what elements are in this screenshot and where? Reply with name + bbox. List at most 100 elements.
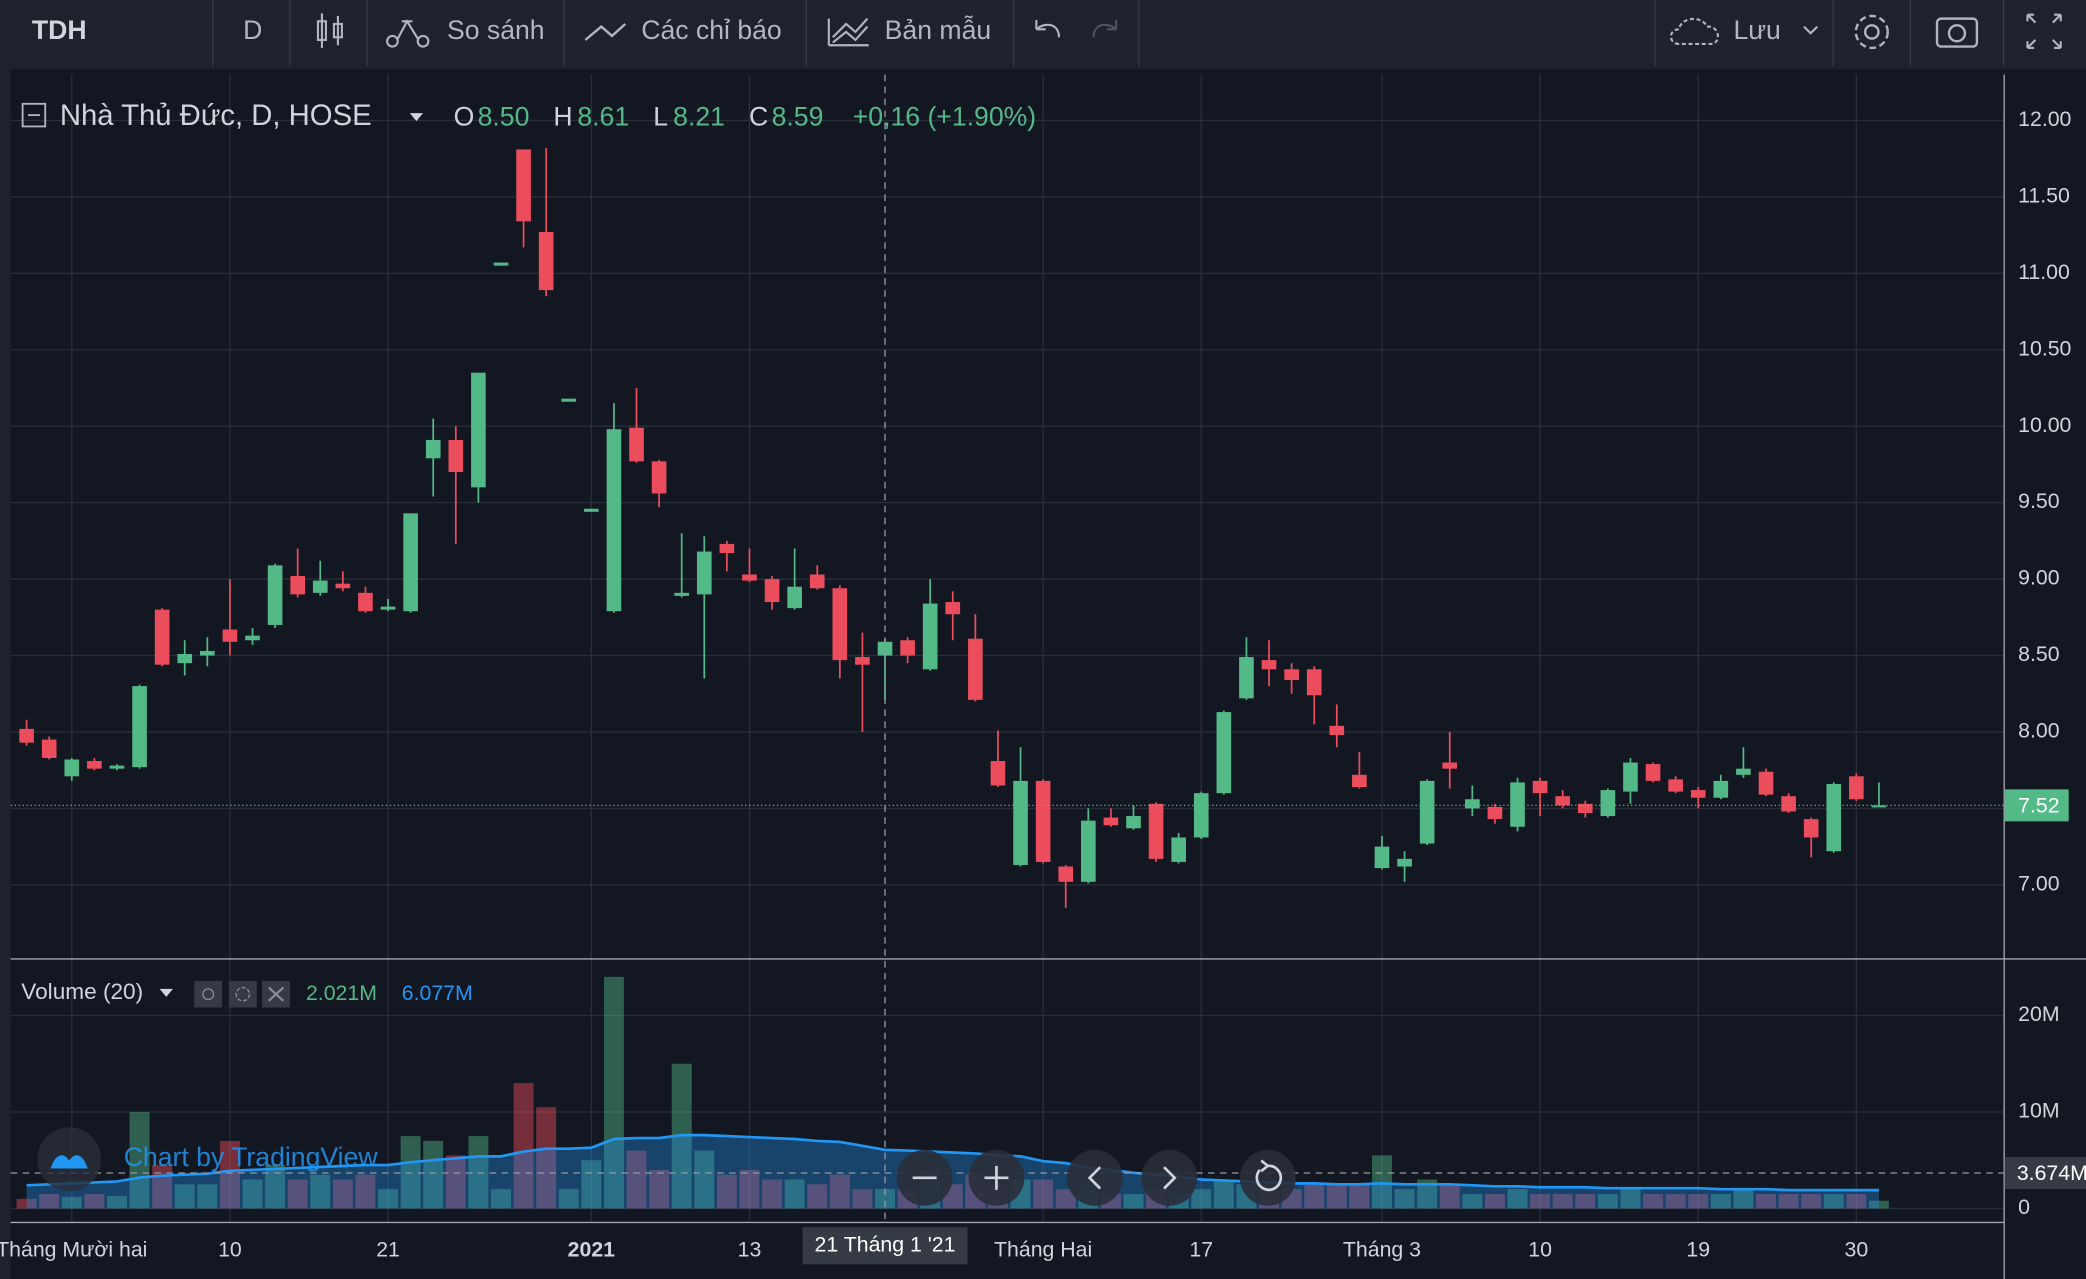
left-glyph bbox=[1087, 1166, 1102, 1190]
templates-button[interactable]: Bản mẫu bbox=[885, 15, 991, 45]
volume-bar bbox=[39, 1193, 60, 1209]
volume-bar bbox=[84, 1193, 105, 1209]
y-tick-label: 8.50 bbox=[2018, 642, 2059, 666]
volume-bar bbox=[1213, 1179, 1234, 1209]
watermark-text[interactable]: Chart by TradingView bbox=[124, 1142, 379, 1172]
indicator-icon[interactable] bbox=[584, 23, 627, 41]
ohlc-legend: O 8.50 H 8.61 L 8.21 C 8.59 +0,16 (+1.90… bbox=[454, 101, 1037, 131]
candle-body bbox=[132, 686, 147, 768]
candle-body bbox=[290, 576, 305, 595]
scroll-left[interactable] bbox=[1066, 1149, 1123, 1206]
volume-bar bbox=[1620, 1189, 1641, 1209]
volume-bar bbox=[1326, 1184, 1347, 1209]
volume-title[interactable]: Volume (20) bbox=[21, 979, 143, 1004]
volume-bar bbox=[1304, 1184, 1325, 1209]
crosshair-y-label: 3.674M bbox=[2017, 1161, 2086, 1185]
volume-actions bbox=[194, 980, 291, 1008]
volume-bar bbox=[1733, 1189, 1754, 1209]
volume-bar bbox=[106, 1195, 127, 1209]
candle-body bbox=[1871, 805, 1887, 808]
candle-body bbox=[764, 579, 780, 603]
gear-glyph bbox=[235, 986, 251, 1002]
hide-button[interactable] bbox=[194, 980, 223, 1008]
y-tick-label: 10.50 bbox=[2018, 336, 2071, 360]
settings-button[interactable] bbox=[228, 980, 257, 1008]
candle-body bbox=[651, 461, 667, 494]
volume-bar bbox=[491, 1189, 511, 1209]
candle-body bbox=[312, 580, 328, 593]
volume-tick-label: 0 bbox=[2018, 1195, 2030, 1219]
indicators-button[interactable]: Các chỉ báo bbox=[641, 15, 782, 45]
x-tick-label: 17 bbox=[1189, 1238, 1213, 1262]
volume-bar bbox=[716, 1174, 737, 1209]
candle-body bbox=[787, 586, 802, 609]
candle-body bbox=[177, 653, 193, 664]
volume-bar bbox=[649, 1169, 670, 1209]
eye-glyph bbox=[202, 988, 215, 1001]
candle-body bbox=[1623, 762, 1638, 792]
settings-icon[interactable] bbox=[1854, 14, 1889, 50]
volume-bar bbox=[739, 1169, 760, 1209]
low-label: L bbox=[653, 101, 668, 131]
interval[interactable]: D bbox=[243, 15, 262, 45]
volume-bar bbox=[852, 1189, 873, 1209]
candle-body bbox=[471, 372, 486, 488]
symbol[interactable]: TDH bbox=[32, 15, 87, 45]
volume-bar bbox=[1801, 1193, 1822, 1209]
volume-bar bbox=[1643, 1193, 1664, 1209]
volume-bar bbox=[1394, 1189, 1415, 1209]
volume-bar bbox=[784, 1179, 805, 1209]
y-tick-label: 12.00 bbox=[2018, 107, 2071, 131]
candle-body bbox=[922, 603, 938, 670]
reset-view[interactable] bbox=[1239, 1149, 1296, 1206]
candle-body bbox=[1826, 783, 1842, 852]
volume-bar bbox=[1710, 1193, 1731, 1209]
left-strip bbox=[0, 69, 11, 1279]
candle-body bbox=[380, 606, 396, 610]
candle-body bbox=[1713, 780, 1729, 798]
screenshot-icon[interactable] bbox=[1935, 17, 1979, 48]
candle-body bbox=[1239, 657, 1254, 699]
volume-bar bbox=[445, 1155, 466, 1209]
y-tick-label: 10.00 bbox=[2018, 413, 2071, 437]
compare-icon[interactable] bbox=[386, 19, 430, 48]
volume-bar bbox=[1439, 1184, 1460, 1209]
candle-body bbox=[1103, 817, 1119, 826]
candle-body bbox=[1555, 796, 1571, 806]
volume-bar bbox=[1868, 1200, 1889, 1209]
candle-body bbox=[1035, 780, 1051, 862]
candle-body bbox=[109, 765, 125, 769]
volume-bar bbox=[129, 1111, 150, 1209]
volume-bar bbox=[400, 1136, 421, 1209]
volume-bar bbox=[1756, 1193, 1776, 1209]
candle-body bbox=[516, 149, 531, 222]
save-menu[interactable] bbox=[1803, 25, 1819, 35]
redo[interactable] bbox=[1092, 19, 1118, 38]
price-pane bbox=[10, 147, 2004, 908]
candle-body bbox=[1058, 866, 1074, 882]
volume-bar bbox=[1123, 1193, 1144, 1209]
fullscreen-icon[interactable] bbox=[2026, 13, 2062, 49]
candle-body bbox=[1645, 764, 1661, 781]
volume-bar bbox=[1371, 1155, 1392, 1209]
x-tick-label: Tháng Hai bbox=[994, 1238, 1092, 1262]
candle-body bbox=[358, 592, 373, 612]
undo[interactable] bbox=[1035, 19, 1061, 38]
candle-icon[interactable] bbox=[316, 13, 343, 48]
y-tick-label: 11.50 bbox=[2018, 183, 2070, 207]
candle-body bbox=[1736, 768, 1751, 775]
scroll-right[interactable] bbox=[1141, 1149, 1198, 1206]
compare-button[interactable]: So sánh bbox=[447, 15, 545, 45]
chart-title[interactable]: Nhà Thủ Đức, D, HOSE bbox=[60, 100, 372, 132]
volume-bar bbox=[1417, 1179, 1438, 1209]
templates-icon[interactable] bbox=[827, 17, 869, 47]
volume-bar bbox=[242, 1179, 263, 1209]
candle-body bbox=[1577, 803, 1593, 814]
volume-bar bbox=[513, 1083, 534, 1209]
volume-caret[interactable] bbox=[159, 988, 173, 997]
save-button[interactable]: Lưu bbox=[1733, 15, 1780, 45]
title-caret[interactable] bbox=[409, 113, 424, 122]
candle-body bbox=[1803, 819, 1819, 838]
candle-body bbox=[1690, 790, 1706, 798]
collapse-button[interactable] bbox=[21, 102, 47, 128]
